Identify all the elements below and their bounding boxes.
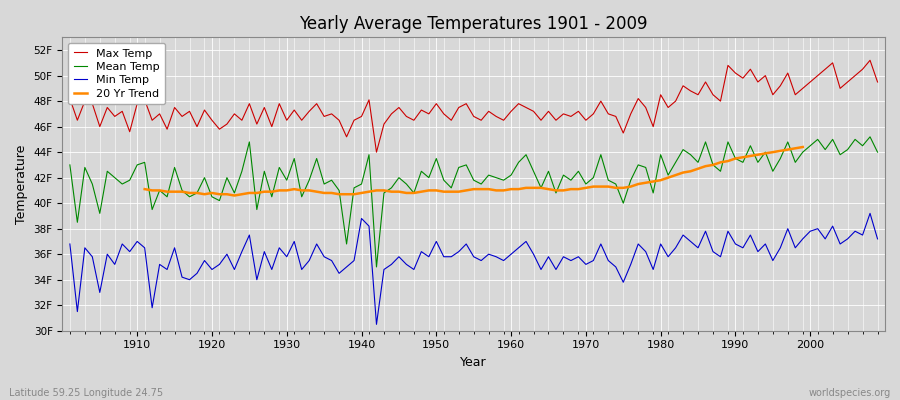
Line: Mean Temp: Mean Temp <box>70 137 878 267</box>
Text: Latitude 59.25 Longitude 24.75: Latitude 59.25 Longitude 24.75 <box>9 388 163 398</box>
Mean Temp <box>124 178 135 183</box>
Max Temp <box>872 80 883 84</box>
Mean Temp <box>865 134 876 139</box>
Title: Yearly Average Temperatures 1901 - 2009: Yearly Average Temperatures 1901 - 2009 <box>300 15 648 33</box>
Line: Max Temp: Max Temp <box>70 60 878 152</box>
Min Temp <box>371 322 382 327</box>
Min Temp <box>289 239 300 244</box>
Max Temp <box>865 58 876 63</box>
Mean Temp <box>872 150 883 154</box>
20 Yr Trend <box>140 187 150 192</box>
Mean Temp <box>603 178 614 183</box>
20 Yr Trend <box>797 145 808 150</box>
Mean Temp <box>506 173 517 178</box>
Min Temp <box>603 258 614 263</box>
Min Temp <box>334 271 345 276</box>
Text: worldspecies.org: worldspecies.org <box>809 388 891 398</box>
Mean Temp <box>513 160 524 165</box>
Min Temp <box>872 236 883 241</box>
20 Yr Trend <box>483 187 494 192</box>
Max Temp <box>603 112 614 116</box>
Max Temp <box>65 96 76 101</box>
20 Yr Trend <box>730 156 741 161</box>
Max Temp <box>334 118 345 123</box>
Line: 20 Yr Trend: 20 Yr Trend <box>145 147 803 196</box>
Mean Temp <box>65 162 76 167</box>
Line: Min Temp: Min Temp <box>70 213 878 324</box>
20 Yr Trend <box>207 190 218 195</box>
Min Temp <box>506 252 517 256</box>
Mean Temp <box>371 264 382 269</box>
20 Yr Trend <box>229 193 239 198</box>
X-axis label: Year: Year <box>461 356 487 369</box>
Max Temp <box>371 150 382 154</box>
Y-axis label: Temperature: Temperature <box>15 144 28 224</box>
Legend: Max Temp, Mean Temp, Min Temp, 20 Yr Trend: Max Temp, Mean Temp, Min Temp, 20 Yr Tre… <box>68 43 165 104</box>
20 Yr Trend <box>282 188 292 193</box>
20 Yr Trend <box>221 192 232 197</box>
20 Yr Trend <box>401 190 412 195</box>
Max Temp <box>513 101 524 106</box>
Min Temp <box>124 249 135 254</box>
Min Temp <box>513 246 524 250</box>
Max Temp <box>506 109 517 114</box>
Min Temp <box>865 211 876 216</box>
Max Temp <box>289 108 300 112</box>
Mean Temp <box>289 156 300 161</box>
Max Temp <box>124 129 135 134</box>
Mean Temp <box>334 188 345 193</box>
Min Temp <box>65 242 76 246</box>
